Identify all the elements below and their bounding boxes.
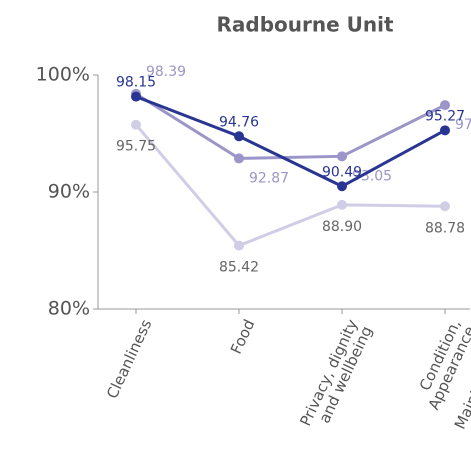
data-point <box>234 153 244 164</box>
data-point <box>131 91 141 102</box>
chart-title: Radbourne Unit <box>216 13 393 37</box>
data-label: 92.87 <box>249 170 289 186</box>
data-label: 95.75 <box>116 139 156 155</box>
data-label: 95.27 <box>425 108 465 124</box>
y-tick-label: 90% <box>48 181 90 203</box>
y-tick-label: 100% <box>36 64 90 86</box>
data-label: 88.78 <box>425 220 465 236</box>
data-label: 98.39 <box>146 64 186 80</box>
data-label: 93.05 <box>352 168 392 184</box>
data-point <box>440 100 450 111</box>
data-label: 88.90 <box>322 219 362 235</box>
data-point <box>337 151 347 162</box>
data-point <box>440 125 450 136</box>
data-point <box>337 181 347 192</box>
data-point <box>234 240 244 251</box>
data-point <box>440 201 450 212</box>
data-point <box>337 199 347 210</box>
data-label: 98.15 <box>116 75 156 91</box>
data-label: 94.76 <box>219 114 259 130</box>
series-line <box>134 123 446 248</box>
data-label: 97.43 <box>455 117 471 133</box>
series-line <box>135 92 446 160</box>
data-label: 85.42 <box>219 260 259 276</box>
series-line <box>135 95 446 188</box>
y-tick-label: 80% <box>48 298 90 320</box>
data-point <box>131 119 141 130</box>
data-label: 90.49 <box>322 164 362 180</box>
data-point <box>234 131 244 142</box>
